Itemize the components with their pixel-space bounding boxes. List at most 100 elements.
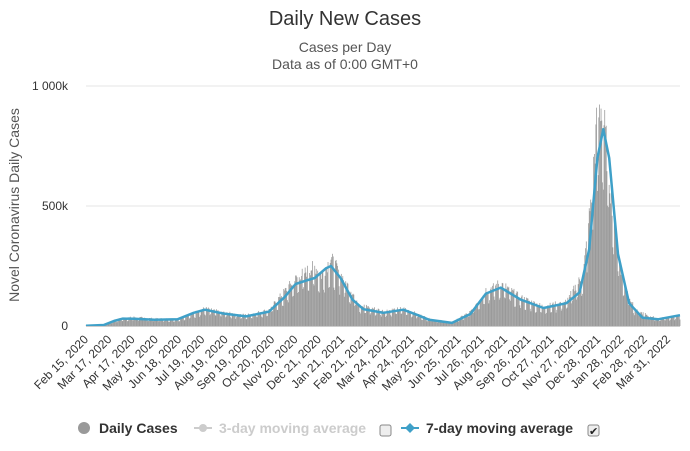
daily-cases-bar <box>261 317 263 326</box>
daily-cases-bar <box>343 280 344 326</box>
daily-cases-bar <box>479 299 481 326</box>
daily-cases-bar <box>486 292 488 326</box>
daily-cases-bar <box>324 275 326 326</box>
daily-cases-bar <box>585 248 586 326</box>
y-axis-label: Novel Coronavirus Daily Cases <box>6 108 22 302</box>
daily-cases-bar <box>272 310 274 326</box>
daily-cases-bar <box>299 280 301 326</box>
daily-cases-bar <box>295 275 296 326</box>
daily-cases-bar <box>656 318 657 326</box>
daily-cases-bar <box>422 317 424 326</box>
daily-cases-bar <box>154 318 156 326</box>
daily-cases-bar <box>545 313 547 326</box>
daily-cases-bar <box>476 302 478 326</box>
daily-cases-bar <box>606 171 608 326</box>
daily-cases-bar <box>552 302 554 326</box>
daily-cases-bar <box>605 127 606 326</box>
daily-cases-bar <box>238 314 240 326</box>
daily-cases-bar <box>126 321 128 326</box>
legend-item-daily-cases[interactable]: Daily Cases <box>78 420 178 436</box>
daily-cases-bar <box>304 267 306 326</box>
daily-cases-bar <box>342 276 344 326</box>
daily-cases-bar <box>245 319 247 326</box>
daily-cases-bar <box>236 314 238 326</box>
daily-cases-bar <box>323 289 324 326</box>
daily-cases-bar <box>487 291 489 326</box>
daily-cases-bar <box>377 308 379 326</box>
daily-cases-bar <box>351 295 353 326</box>
daily-cases-bar <box>670 316 672 326</box>
daily-cases-bar <box>483 303 485 326</box>
daily-cases-bar <box>242 315 243 326</box>
daily-cases-bar <box>221 311 223 326</box>
daily-cases-bar <box>579 279 581 326</box>
daily-cases-bar <box>143 320 144 326</box>
daily-cases-bar <box>461 315 463 326</box>
daily-cases-bar <box>591 223 593 326</box>
daily-cases-bar <box>224 312 226 326</box>
daily-cases-bar <box>127 320 129 326</box>
daily-cases-bar <box>267 311 269 326</box>
daily-cases-bar <box>436 322 438 326</box>
daily-cases-bar <box>655 318 657 326</box>
daily-cases-bar <box>141 316 143 326</box>
daily-cases-bar <box>110 322 112 326</box>
daily-cases-bar <box>388 312 389 326</box>
daily-cases-bar <box>111 323 113 326</box>
daily-cases-bar <box>229 311 231 326</box>
daily-cases-bar <box>492 283 494 326</box>
daily-cases-bar <box>196 313 198 326</box>
daily-cases-bar <box>553 305 555 326</box>
daily-cases-bar <box>431 321 433 326</box>
daily-cases-bar <box>282 305 284 326</box>
daily-cases-bar <box>478 309 479 326</box>
daily-cases-bar <box>543 308 545 326</box>
daily-cases-bar <box>395 313 397 326</box>
daily-cases-bar <box>462 319 464 326</box>
daily-cases-bar <box>674 320 676 326</box>
daily-cases-bar <box>232 314 234 326</box>
daily-cases-bar <box>456 320 457 326</box>
daily-cases-bar <box>436 319 437 326</box>
daily-cases-bar <box>237 315 239 326</box>
daily-cases-bar <box>344 292 346 326</box>
daily-cases-bar <box>633 315 635 326</box>
daily-cases-bar <box>222 312 223 326</box>
daily-cases-bar <box>632 302 634 326</box>
daily-cases-bar <box>176 319 178 326</box>
daily-cases-bar <box>469 311 471 326</box>
daily-cases-bar <box>265 310 267 326</box>
daily-cases-bar <box>194 317 196 326</box>
checkbox-7-day-average[interactable]: ✔ <box>587 424 600 438</box>
daily-cases-bar <box>391 308 393 326</box>
daily-cases-bar <box>180 318 182 326</box>
daily-cases-bar <box>519 305 521 326</box>
daily-cases-bar <box>153 321 155 326</box>
daily-cases-bar <box>490 287 492 326</box>
daily-cases-bar <box>249 315 251 326</box>
daily-cases-bar <box>570 291 572 326</box>
daily-cases-bar <box>575 290 577 326</box>
daily-cases-bar <box>245 314 246 326</box>
daily-cases-bar <box>270 309 271 326</box>
legend-item-3-day-average[interactable]: 3-day moving average <box>194 420 366 436</box>
daily-cases-bar <box>330 259 332 326</box>
daily-cases-bar <box>218 311 220 326</box>
daily-cases-bar <box>339 294 341 326</box>
daily-cases-bar <box>459 318 461 326</box>
daily-cases-bar <box>423 316 425 326</box>
daily-cases-bar <box>372 308 374 326</box>
checkmark-icon: ✔ <box>589 426 598 438</box>
daily-cases-bar <box>666 317 668 326</box>
daily-cases-bar <box>439 319 441 326</box>
daily-cases-bar <box>554 301 556 326</box>
daily-cases-bar <box>216 309 217 326</box>
daily-cases-bar <box>184 319 186 326</box>
daily-cases-bar <box>644 313 646 326</box>
checkbox-3-day-average[interactable] <box>379 424 392 437</box>
daily-cases-bar <box>415 314 417 326</box>
legend-item-7-day-average[interactable]: 7-day moving average <box>401 420 573 436</box>
daily-cases-bar <box>318 292 320 326</box>
daily-cases-bar <box>413 314 414 326</box>
daily-cases-bar <box>139 317 141 326</box>
